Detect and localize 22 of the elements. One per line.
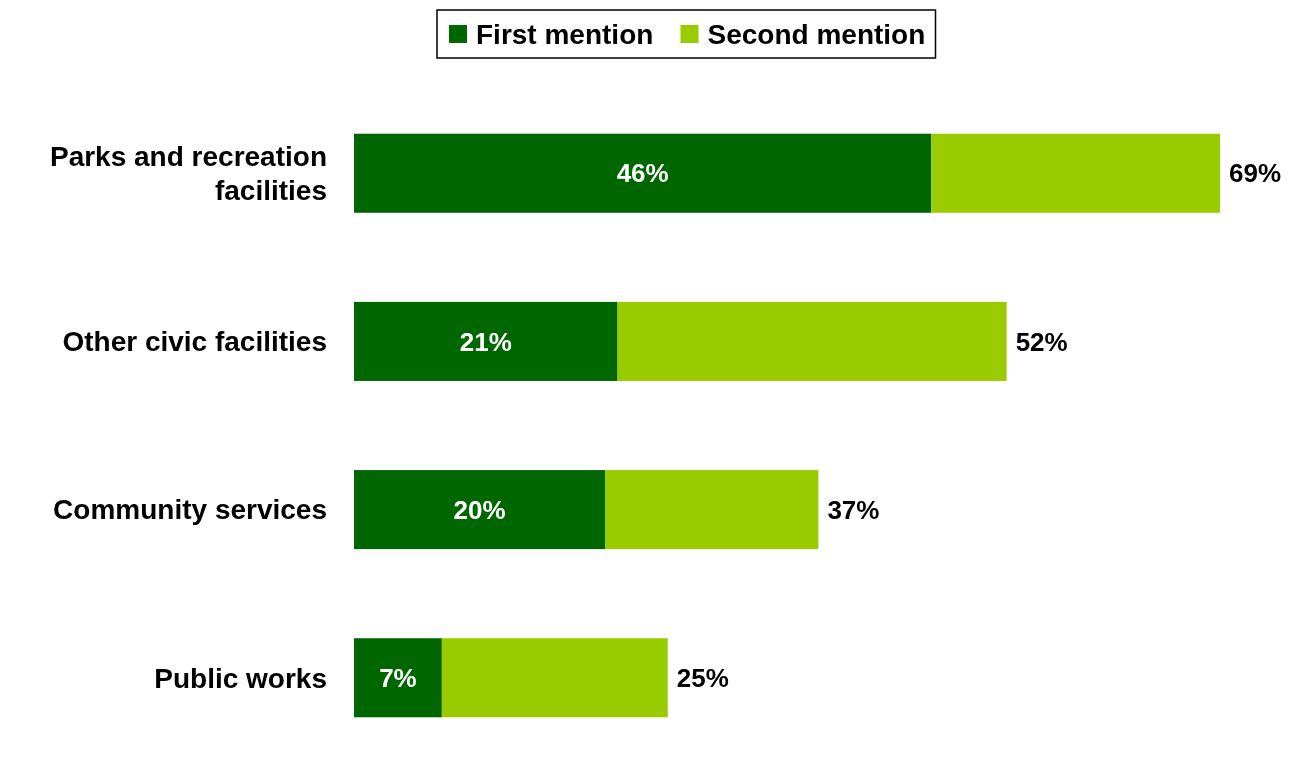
data-label: 46%	[616, 158, 669, 189]
bar	[441, 638, 668, 718]
bar	[617, 301, 1007, 381]
data-label: 20%	[453, 494, 506, 525]
bar	[354, 301, 618, 381]
legend-label: First mention	[476, 18, 654, 50]
bar	[605, 470, 819, 550]
y-tick-label: Public works	[154, 662, 327, 694]
data-label: 21%	[459, 326, 512, 357]
bar	[354, 470, 606, 550]
y-tick-label: Parks and recreation facilities	[49, 141, 327, 207]
legend-label: Second mention	[707, 18, 926, 50]
data-label: 7%	[379, 662, 417, 693]
y-tick-label: Community services	[53, 494, 327, 526]
total-label: 37%	[827, 494, 880, 525]
total-label: 25%	[676, 662, 729, 693]
total-label: 69%	[1229, 158, 1282, 189]
bar	[354, 638, 442, 718]
bar	[354, 133, 932, 213]
total-label: 52%	[1015, 326, 1068, 357]
bar	[931, 133, 1220, 213]
y-tick-label: Other civic facilities	[62, 326, 327, 358]
